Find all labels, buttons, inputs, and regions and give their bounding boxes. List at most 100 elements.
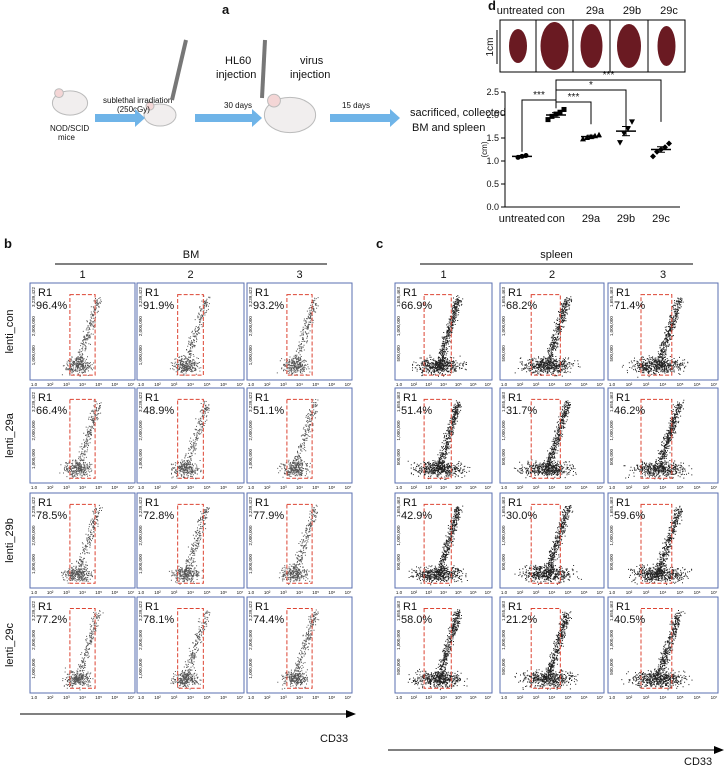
- x-tick-label: 10⁵: [95, 382, 102, 387]
- x-tick-label: 10⁵: [455, 695, 462, 700]
- y-tick-label: 1.5: [486, 133, 499, 143]
- x-tick-label: 10⁶: [111, 485, 118, 490]
- plot-frame: [607, 282, 719, 381]
- data-point: [650, 153, 656, 160]
- x-tick-label: 10³: [533, 590, 540, 595]
- photo-label: 29c: [660, 5, 678, 17]
- x-tick-label: 29b: [617, 213, 635, 225]
- gate: [69, 503, 96, 584]
- row-label: lenti_29c: [4, 622, 16, 667]
- x-tick-label: 10⁶: [328, 485, 335, 490]
- x-tick-label: 10³: [643, 590, 650, 595]
- x-tick-label: 10³: [425, 485, 432, 490]
- x-tick-label: 10⁷: [711, 382, 718, 387]
- flow-dots: [277, 399, 319, 480]
- x-tick-label: 10⁴: [440, 590, 447, 595]
- x-tick-label: 10⁷: [128, 485, 135, 490]
- y-tick-label: 1,000,000: [31, 345, 36, 366]
- y-tick-label: 1,000,000: [396, 316, 401, 337]
- mouse-ear: [54, 88, 64, 98]
- flow-dots: [407, 400, 471, 480]
- x-tick-label: 1.0: [31, 485, 38, 490]
- arrow-head: [252, 109, 262, 127]
- gate-name: R1: [616, 601, 630, 613]
- photo-label: untreated: [497, 5, 543, 17]
- y-tick-label: 1,000,000: [609, 629, 614, 650]
- x-tick-label: 10⁶: [581, 695, 588, 700]
- step-text: virus: [300, 55, 324, 67]
- panel-label: b: [4, 236, 12, 251]
- gate-name: R1: [508, 287, 522, 299]
- y-tick-label: 3,239,422: [138, 601, 143, 622]
- x-tick-label: 10⁷: [237, 485, 244, 490]
- panel-label: c: [376, 236, 383, 251]
- data-point: [629, 119, 635, 125]
- x-tick-label: con: [547, 213, 565, 225]
- y-tick-label: 1,000,000: [396, 629, 401, 650]
- significance-bracket: [521, 99, 557, 152]
- x-tick-label: 10³: [63, 485, 70, 490]
- gate: [177, 294, 204, 376]
- y-tick-label: 1,000,000: [501, 316, 506, 337]
- x-tick-label: 10⁷: [237, 382, 244, 387]
- gate-percent: 66.9%: [401, 300, 432, 312]
- gate-name: R1: [403, 601, 417, 613]
- gate-name: R1: [145, 601, 159, 613]
- flow-dots: [170, 400, 210, 480]
- x-tick-label: 10²: [626, 590, 633, 595]
- arrow-body: [195, 114, 254, 122]
- gate-name: R1: [403, 392, 417, 404]
- step-text: mice: [58, 133, 75, 142]
- x-tick-label: 1.0: [609, 485, 616, 490]
- gate-name: R1: [38, 287, 52, 299]
- x-tick-label: 10⁶: [694, 695, 701, 700]
- plot-frame: [246, 387, 353, 484]
- x-tick-label: 10²: [517, 695, 524, 700]
- y-tick-label: 1,655,463: [609, 287, 614, 308]
- x-tick-label: 10⁷: [345, 695, 352, 700]
- x-tick-label: 10³: [280, 590, 287, 595]
- y-tick-label: 1,000,000: [396, 420, 401, 441]
- x-tick-label: 10⁶: [581, 485, 588, 490]
- x-tick-label: 10⁵: [95, 695, 102, 700]
- flow-dots: [407, 609, 468, 691]
- y-tick-label: 0.0: [486, 202, 499, 212]
- x-tick-label: 10⁷: [597, 485, 604, 490]
- gate-name: R1: [508, 601, 522, 613]
- y-tick-label: 1,000,000: [609, 420, 614, 441]
- column-label: 2: [187, 269, 193, 281]
- x-tick-label: 10⁷: [237, 695, 244, 700]
- y-tick-label: 1,655,463: [396, 287, 401, 308]
- y-tick-label: 500,000: [501, 345, 506, 362]
- step-text: 15 days: [342, 101, 370, 110]
- x-tick-label: 10³: [63, 590, 70, 595]
- x-tick-label: 10⁷: [345, 485, 352, 490]
- x-tick-label: 10³: [533, 382, 540, 387]
- significance-bracket: [555, 101, 592, 125]
- gate-name: R1: [255, 601, 269, 613]
- y-tick-label: 3,239,422: [248, 392, 253, 413]
- flow-dots: [412, 295, 467, 377]
- x-tick-label: 10⁴: [79, 485, 86, 490]
- syringe: [170, 39, 188, 101]
- gate: [69, 398, 96, 479]
- x-tick-label: 10²: [47, 695, 54, 700]
- y-axis-label: (cm): [480, 141, 489, 157]
- x-tick-label: 10⁶: [111, 695, 118, 700]
- gate-name: R1: [616, 392, 630, 404]
- x-tick-label: 10⁷: [485, 590, 492, 595]
- x-tick-label: 10⁴: [440, 485, 447, 490]
- gate-name: R1: [38, 392, 52, 404]
- row-label: lenti_29b: [4, 518, 16, 563]
- x-tick-label: 10⁵: [95, 485, 102, 490]
- syringe: [260, 39, 267, 99]
- gate-name: R1: [508, 392, 522, 404]
- x-tick-label: 10⁷: [711, 695, 718, 700]
- x-tick-label: 1.0: [248, 695, 255, 700]
- x-tick-label: 10²: [411, 485, 418, 490]
- gate: [423, 294, 452, 376]
- x-tick-label: 10⁶: [111, 382, 118, 387]
- flow-dots: [168, 507, 210, 585]
- gate-name: R1: [145, 392, 159, 404]
- gate-percent: 68.2%: [506, 300, 537, 312]
